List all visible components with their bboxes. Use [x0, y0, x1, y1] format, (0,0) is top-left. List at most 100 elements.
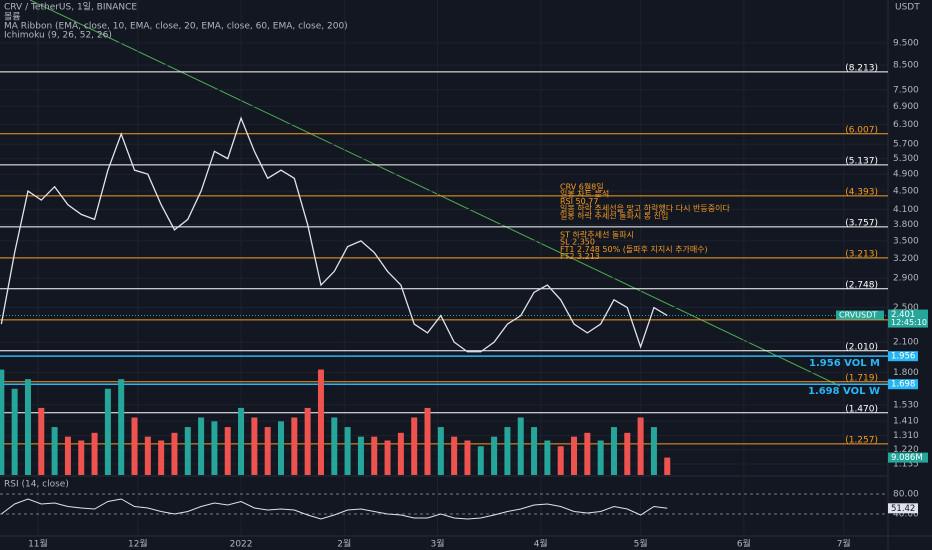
rsi-tick-label: 40.00 — [893, 510, 919, 520]
volume-bar — [104, 388, 111, 475]
indicator: MA Ribbon (EMA, close, 10, EMA, close, 2… — [4, 22, 348, 32]
volume-bar — [437, 427, 444, 475]
volume-bar — [650, 427, 657, 475]
volume-bar — [64, 436, 71, 475]
price-tag — [888, 379, 918, 390]
grid — [0, 0, 888, 536]
y-tick-label: 1.410 — [893, 417, 919, 427]
volume-level-label: 1.698 VOL W — [808, 386, 880, 397]
level-label: (2.010) — [845, 342, 878, 352]
y-tick-label: 1.220 — [893, 445, 919, 455]
price-tag — [888, 351, 918, 362]
volume-bar — [384, 440, 391, 475]
volume-bar — [397, 432, 404, 475]
volume-bar — [571, 436, 578, 475]
last-price-timer: 12:45:10 — [891, 318, 927, 327]
volume-bar — [464, 440, 471, 475]
y-tick-label: 1.530 — [893, 400, 919, 410]
volume-bar — [317, 369, 324, 475]
level-label: (1.470) — [845, 404, 878, 414]
price-tag-label: 1.698 — [891, 380, 915, 390]
annotation-line: RSI 50.77 — [560, 197, 598, 206]
trend-line — [29, 0, 841, 387]
x-tick-label: 4월 — [534, 538, 548, 550]
price-line — [0, 116, 668, 353]
y-tick-label: 1.310 — [893, 431, 919, 441]
volume-bar — [477, 446, 484, 475]
x-tick-label: 7월 — [837, 538, 851, 550]
volume-bar — [238, 407, 245, 475]
volume-bar — [344, 427, 351, 475]
volume-bar — [184, 427, 191, 475]
y-tick-label: 2.900 — [893, 274, 919, 284]
annotation-line: 일봉 차트 분석 — [560, 189, 609, 199]
volume-bar — [504, 427, 511, 475]
volume-bar — [38, 407, 45, 475]
volume-bar — [51, 427, 58, 475]
y-tick-label: 4.900 — [893, 170, 919, 180]
volume-level-label: 1.956 VOL M — [809, 358, 880, 369]
volume-bar — [0, 369, 5, 475]
y-axis-label: USDT — [895, 3, 920, 13]
y-tick-label: 3.500 — [893, 236, 919, 246]
volume-bar — [171, 432, 178, 475]
volume-bar — [557, 446, 564, 475]
x-tick-label: 11월 — [28, 538, 48, 550]
volume-bar — [624, 432, 631, 475]
x-tick-label: 6월 — [737, 538, 751, 550]
level-label: (1.719) — [845, 373, 878, 383]
y-tick-label: 3.800 — [893, 220, 919, 230]
last-price-value: 2.401 — [891, 310, 915, 320]
volume-bar — [371, 436, 378, 475]
level-label: (4.393) — [845, 187, 878, 197]
rsi-title: RSI (14, close) — [4, 480, 69, 490]
volume-bar — [304, 407, 311, 475]
volume-bar — [291, 417, 298, 475]
level-label: (3.213) — [845, 249, 878, 259]
annotation-line: SL 2.350 — [560, 238, 595, 247]
last-price-tag — [836, 310, 884, 320]
volume-bar — [610, 427, 617, 475]
volume-bar — [451, 436, 458, 475]
level-label: (3.757) — [845, 218, 878, 228]
volume-bar — [664, 457, 671, 475]
y-tick-label: 8.500 — [893, 61, 919, 71]
level-label: (6.007) — [845, 125, 878, 135]
volume-bar — [251, 417, 258, 475]
annotation-line: FT1 2.748 50% (돌파후 지지시 추가매수) — [560, 245, 708, 254]
level-label: (8.213) — [845, 63, 878, 73]
y-tick-label: 1.800 — [893, 368, 919, 378]
volume-bar — [224, 427, 231, 475]
price-tag-label: 1.956 — [891, 352, 915, 362]
y-tick-label: 3.200 — [893, 254, 919, 264]
y-tick-label: 4.500 — [893, 187, 919, 197]
chart-title: CRV / TetherUS, 1일, BINANCE — [4, 2, 137, 13]
volume-tag — [888, 452, 928, 463]
level-label: (5.137) — [845, 156, 878, 166]
y-tick-label: 5.300 — [893, 154, 919, 164]
volume-tag-label: 9.086M — [891, 453, 923, 463]
volume-bar — [597, 440, 604, 475]
volume-bar — [198, 417, 205, 475]
last-price-name: CRVUSDT — [839, 311, 877, 320]
volume-bar — [637, 417, 644, 475]
rsi-line — [1, 498, 668, 520]
volume-bar — [11, 388, 18, 475]
volume-bar — [24, 379, 31, 475]
y-tick-label: 7.500 — [893, 85, 919, 95]
volume-bar — [211, 421, 218, 475]
y-tick-label: 4.100 — [893, 205, 919, 215]
volume-bar — [131, 417, 138, 475]
rsi-tag — [888, 503, 918, 514]
rsi-tag-label: 51.42 — [891, 504, 915, 514]
volume-bar — [411, 417, 418, 475]
volume-bar — [78, 440, 85, 475]
last-price-box — [888, 309, 928, 328]
level-label: (1.257) — [845, 435, 878, 445]
x-tick-label: 3월 — [430, 538, 444, 550]
annotation-line: FT2 3.213 — [560, 252, 600, 261]
y-tick-label: 2.100 — [893, 338, 919, 348]
y-tick-label: 2.500 — [893, 303, 919, 313]
y-tick-label: 6.900 — [893, 102, 919, 112]
